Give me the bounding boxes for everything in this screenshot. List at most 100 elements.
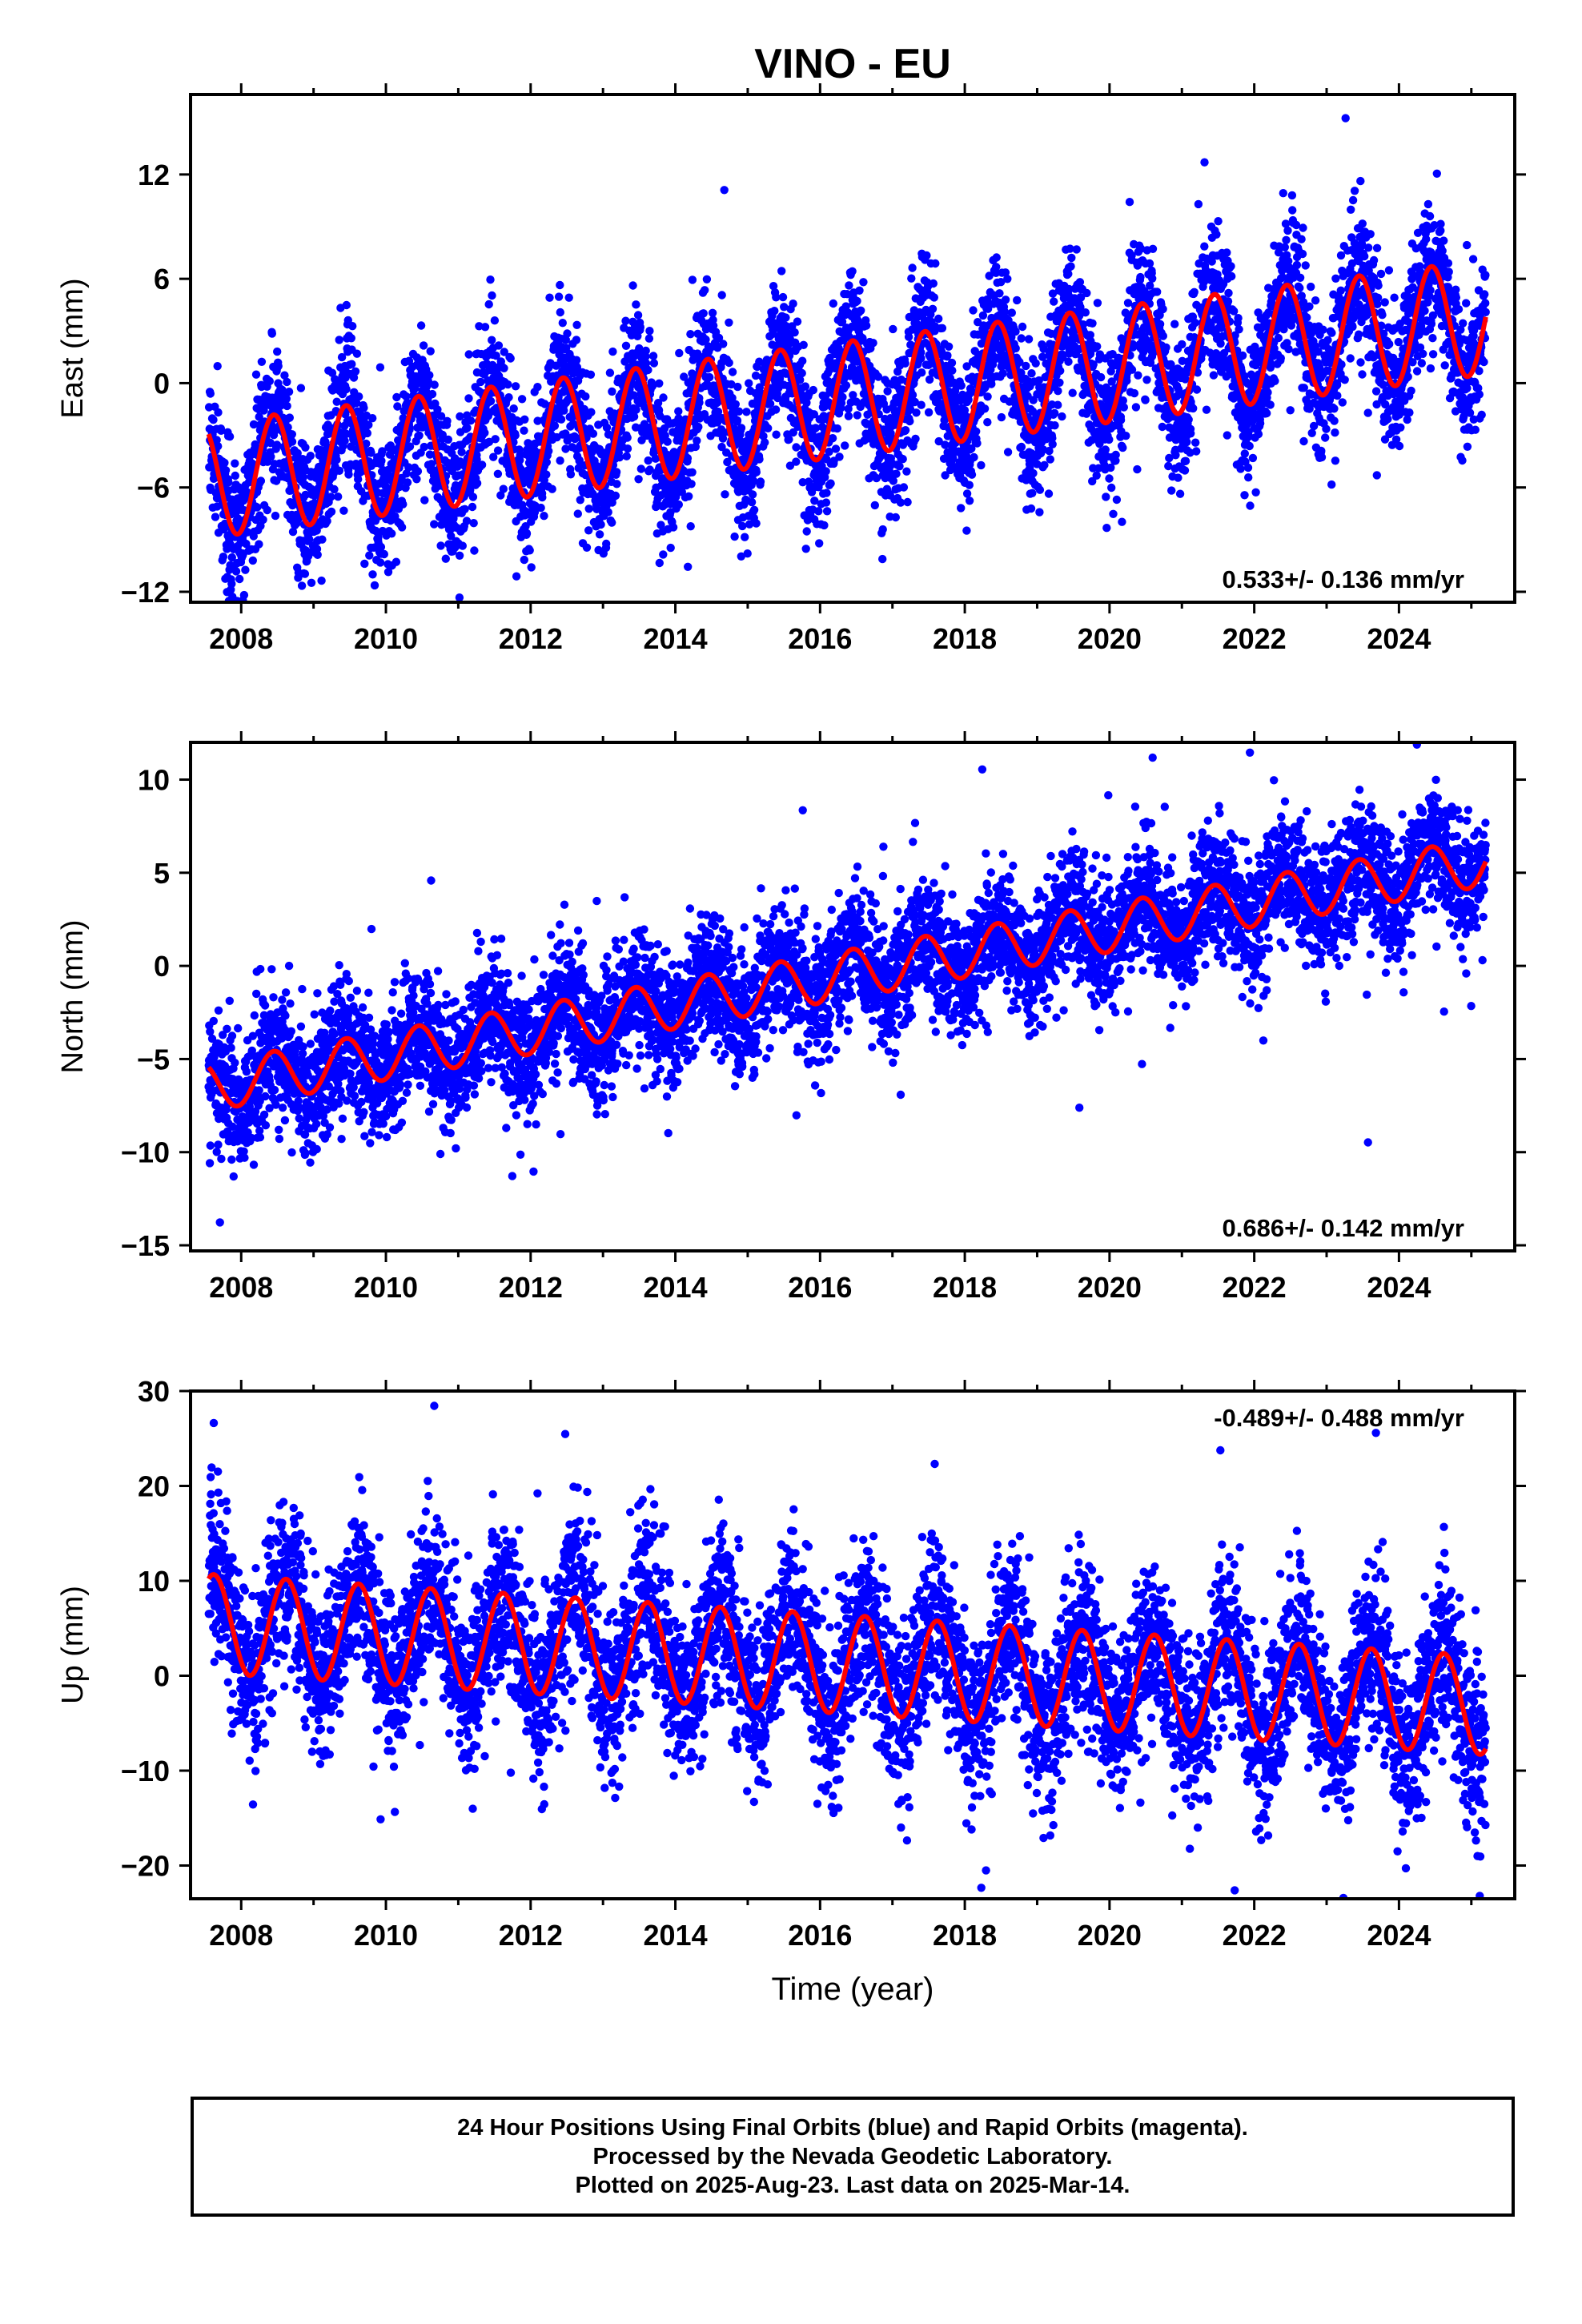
observation-point	[773, 393, 782, 403]
observation-point	[1234, 314, 1243, 323]
observation-point	[829, 299, 838, 308]
observation-point	[548, 485, 556, 493]
observation-point	[1035, 508, 1044, 517]
observation-point	[929, 279, 938, 288]
observation-point	[686, 330, 695, 339]
observation-point	[1081, 308, 1090, 317]
observation-point	[602, 539, 611, 549]
observation-point	[371, 526, 380, 536]
observation-point	[1194, 199, 1203, 209]
observation-point	[556, 308, 564, 317]
observation-point	[255, 412, 263, 421]
observation-point	[486, 275, 495, 284]
observation-point	[542, 470, 551, 479]
observation-point	[213, 362, 222, 371]
observation-point	[521, 688, 529, 696]
observation-point	[1072, 245, 1081, 254]
observation-point	[436, 541, 445, 550]
observation-point	[759, 432, 768, 440]
observation-point	[397, 523, 407, 532]
observation-point	[542, 458, 551, 467]
observation-point	[457, 448, 466, 456]
observation-point	[1029, 468, 1038, 478]
observation-point	[683, 454, 693, 463]
observation-point	[283, 401, 291, 411]
observation-point	[525, 546, 534, 555]
observation-point	[1111, 450, 1120, 460]
observation-point	[494, 341, 504, 350]
observation-point	[520, 415, 529, 424]
observation-point	[335, 336, 343, 344]
observation-point	[259, 406, 268, 415]
observation-point	[375, 558, 385, 567]
observation-point	[785, 435, 793, 444]
observation-point	[789, 300, 797, 308]
observation-point	[674, 414, 683, 423]
observation-point	[1174, 473, 1182, 482]
observation-point	[425, 450, 435, 459]
observation-point	[342, 384, 351, 394]
observation-point	[623, 433, 632, 442]
observation-point	[820, 521, 829, 530]
observation-point	[249, 420, 259, 429]
observation-point	[273, 347, 282, 356]
observation-point	[1046, 455, 1055, 464]
observation-point	[267, 452, 275, 461]
observation-point	[359, 404, 368, 412]
observation-point	[938, 324, 947, 332]
observation-point	[1054, 400, 1062, 409]
observation-point	[1125, 198, 1134, 207]
observation-point	[1112, 495, 1122, 505]
observation-point	[934, 314, 943, 324]
observation-point	[374, 533, 383, 542]
observation-point	[214, 442, 223, 451]
observation-point	[287, 430, 296, 439]
observation-point	[363, 428, 371, 438]
observation-point	[745, 520, 754, 529]
observation-point	[905, 416, 914, 426]
observation-point	[1119, 403, 1129, 412]
observation-point	[566, 470, 576, 479]
observation-point	[488, 291, 496, 300]
observation-point	[1142, 376, 1151, 384]
observation-point	[538, 493, 547, 502]
observation-point	[1044, 489, 1054, 498]
observation-point	[632, 405, 640, 414]
observation-point	[688, 468, 697, 476]
observation-point	[509, 404, 518, 413]
observation-point	[752, 468, 761, 476]
observation-point	[211, 513, 220, 521]
observation-point	[430, 520, 439, 529]
observation-point	[377, 456, 386, 465]
observation-point	[891, 513, 901, 522]
observation-point	[376, 542, 386, 552]
observation-point	[611, 491, 620, 501]
observation-point	[480, 428, 489, 437]
observation-point	[1192, 385, 1202, 394]
observation-point	[1254, 429, 1263, 439]
observation-point	[717, 442, 726, 452]
observation-point	[636, 464, 645, 473]
observation-point	[772, 430, 781, 439]
observation-point	[634, 475, 643, 484]
observation-point	[1224, 288, 1233, 298]
observation-point	[220, 458, 229, 468]
east-panel: 2008 2010 2012 2014 2016 2018 2020 2022 2024−12−…	[56, 41, 1526, 696]
observation-point	[869, 339, 877, 348]
observation-point	[908, 263, 917, 272]
observation-point	[778, 292, 788, 302]
observation-point	[663, 437, 672, 446]
observation-point	[1245, 441, 1254, 451]
observation-point	[1082, 288, 1091, 298]
observation-point	[702, 275, 712, 283]
observation-point	[209, 416, 218, 424]
observation-point	[404, 463, 413, 472]
observation-point	[342, 300, 351, 310]
observation-point	[256, 476, 266, 485]
observation-point	[701, 286, 709, 295]
observation-point	[256, 521, 265, 530]
observation-point	[772, 293, 781, 302]
observation-point	[684, 562, 693, 571]
observation-point	[300, 569, 310, 578]
observation-point	[572, 320, 581, 329]
